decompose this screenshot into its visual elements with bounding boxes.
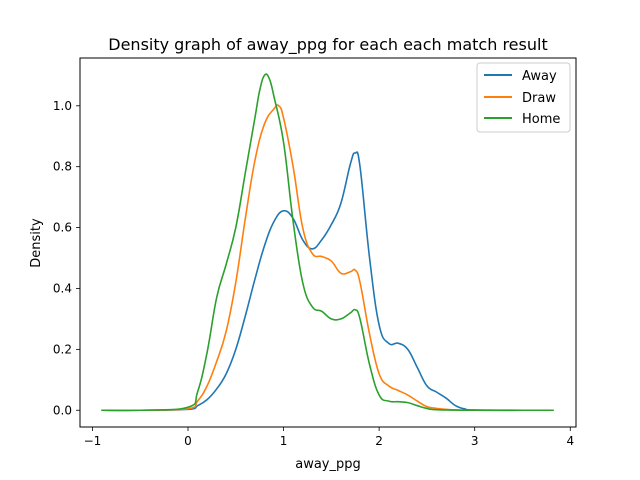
x-axis: −1 0 1 2 3 4 (84, 427, 574, 448)
chart-title: Density graph of away_ppg for each each … (108, 35, 547, 55)
plot-frame (79, 57, 577, 428)
legend: Away Draw Home (476, 62, 571, 133)
legend-frame (476, 62, 571, 133)
plot-area (79, 57, 577, 428)
y-tick-label: 0.8 (53, 160, 72, 174)
y-tick-label: 0.0 (53, 403, 72, 417)
series-line-away (101, 151, 554, 412)
legend-label-home: Home (522, 112, 560, 127)
y-axis-label: Density (29, 218, 44, 268)
x-axis-label: away_ppg (295, 457, 361, 472)
x-tick-label: 0 (184, 434, 192, 448)
x-tick-label: 1 (280, 434, 288, 448)
legend-label-draw: Draw (522, 91, 556, 106)
series-layer (101, 73, 554, 412)
x-tick-label: 4 (566, 434, 574, 448)
y-tick-label: 0.6 (53, 221, 72, 235)
legend-label-away: Away (522, 69, 557, 84)
x-tick-label: 2 (375, 434, 383, 448)
y-tick-label: 0.2 (53, 342, 72, 356)
x-tick-label: −1 (84, 434, 102, 448)
series-line-home (101, 73, 554, 412)
x-tick-label: 3 (471, 434, 479, 448)
series-line-draw (101, 104, 554, 412)
y-axis: 0.0 0.2 0.4 0.6 0.8 1.0 (53, 99, 80, 417)
y-tick-label: 0.4 (53, 281, 72, 295)
y-tick-label: 1.0 (53, 99, 72, 113)
